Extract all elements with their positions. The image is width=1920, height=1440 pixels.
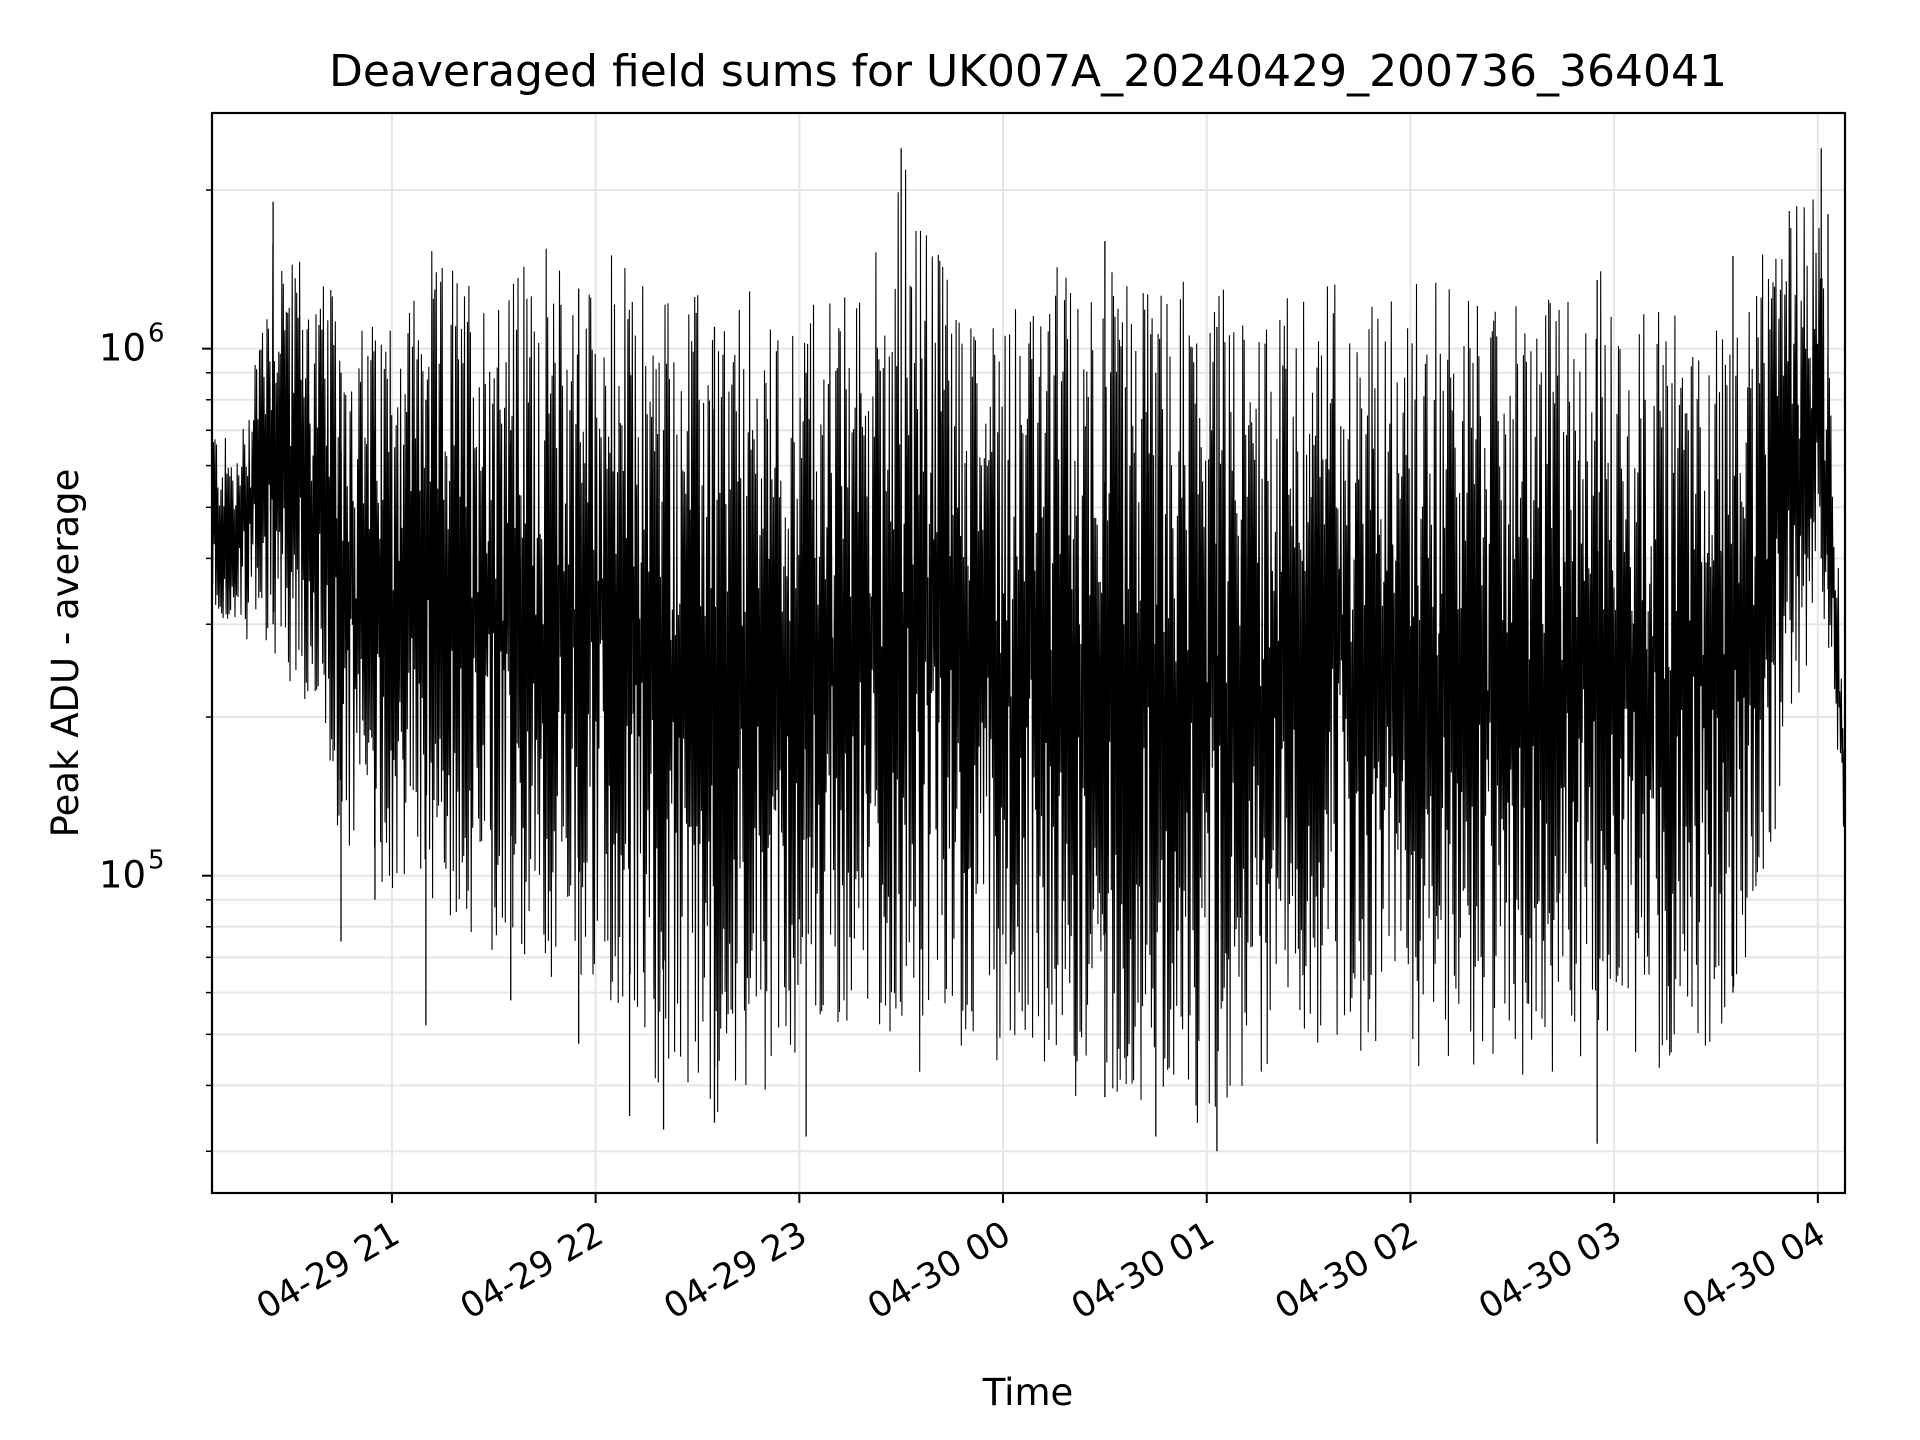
y-axis-label: Peak ADU - average	[44, 469, 87, 838]
y-tick-label-exponent: 5	[148, 846, 165, 876]
series-line	[211, 169, 1846, 1123]
chart-title: Deaveraged field sums for UK007A_2024042…	[329, 46, 1727, 97]
y-tick-label-exponent: 6	[148, 319, 165, 349]
series-layer	[211, 148, 1846, 1152]
x-axis-label: Time	[982, 1371, 1074, 1414]
plot-frame	[210, 111, 1847, 1195]
y-tick-label: 10	[99, 327, 146, 370]
y-tick-label: 10	[99, 854, 146, 897]
